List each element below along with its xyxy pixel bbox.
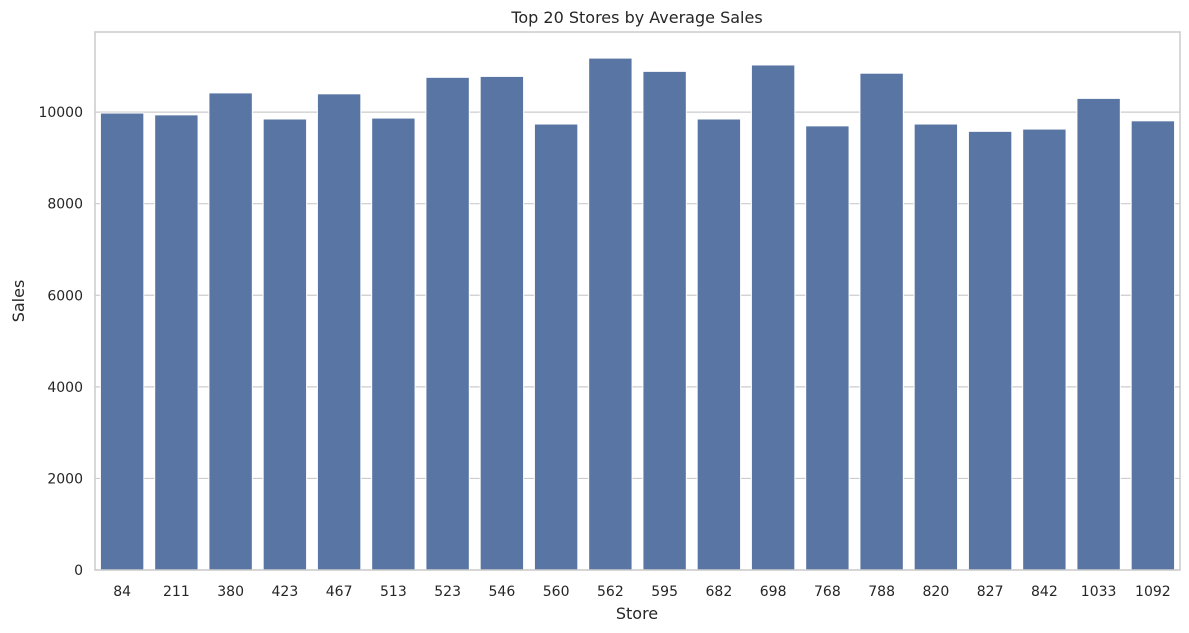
x-tick-labels: 84 211 380 423 467 513 523 546 560 562 595 682 698 76…	[113, 584, 1170, 600]
bar-store-380	[208, 92, 253, 571]
bars	[99, 57, 1176, 571]
x-tick-label: 698	[760, 584, 787, 600]
y-tick-label: 10000	[38, 105, 83, 121]
bar-store-698	[750, 64, 796, 571]
gridlines	[95, 111, 1180, 571]
x-tick-label: 84	[113, 584, 131, 600]
x-tick-label: 1033	[1081, 584, 1117, 600]
bar-store-423	[262, 118, 308, 571]
x-tick-label: 467	[326, 584, 353, 600]
bar-store-560	[533, 123, 579, 571]
y-tick-label: 2000	[47, 471, 83, 487]
bar-store-513	[371, 117, 416, 571]
x-axis-label: Store	[616, 604, 658, 623]
bar-store-1033	[1076, 97, 1121, 571]
bar-store-211	[154, 114, 199, 571]
bar-store-562	[588, 57, 633, 571]
y-tick-label: 0	[74, 563, 83, 579]
x-tick-label: 827	[977, 584, 1004, 600]
x-tick-label: 842	[1031, 584, 1058, 600]
x-tick-label: 560	[543, 584, 570, 600]
bar-store-84	[99, 112, 145, 571]
bar-store-788	[859, 72, 904, 571]
x-tick-label: 682	[706, 584, 733, 600]
bar-store-467	[316, 93, 362, 571]
bar-store-827	[967, 130, 1013, 571]
bar-store-1092	[1130, 120, 1176, 571]
x-tick-label: 820	[923, 584, 950, 600]
plot-frame	[94, 31, 1181, 571]
chart-title: Top 20 Stores by Average Sales	[510, 8, 762, 27]
bar-store-820	[913, 123, 959, 571]
x-tick-label: 595	[651, 584, 678, 600]
bar-store-523	[425, 76, 470, 571]
x-tick-label: 513	[380, 584, 407, 600]
x-tick-label: 423	[272, 584, 299, 600]
x-tick-label: 1092	[1135, 584, 1171, 600]
bar-store-842	[1022, 128, 1067, 571]
x-tick-label: 211	[163, 584, 190, 600]
bar-store-682	[696, 118, 742, 571]
x-tick-label: 562	[597, 584, 624, 600]
x-tick-label: 788	[868, 584, 895, 600]
x-tick-label: 546	[489, 584, 516, 600]
bar-store-768	[805, 125, 850, 571]
bar-store-595	[642, 70, 687, 571]
y-axis-label: Sales	[9, 280, 28, 323]
x-tick-label: 768	[814, 584, 841, 600]
x-tick-label: 523	[434, 584, 461, 600]
x-tick-label: 380	[217, 584, 244, 600]
y-tick-label: 8000	[47, 197, 83, 213]
bar-store-546	[479, 75, 525, 571]
y-tick-label: 6000	[47, 288, 83, 304]
y-tick-label: 4000	[47, 380, 83, 396]
y-tick-labels: 0 2000 4000 6000 8000 10000	[38, 105, 83, 579]
